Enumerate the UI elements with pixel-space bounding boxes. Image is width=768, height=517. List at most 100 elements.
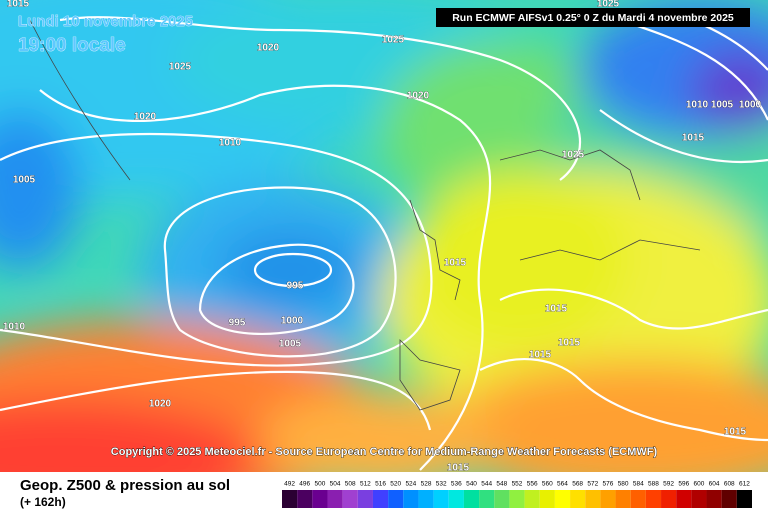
scale-label: 544 — [481, 481, 492, 488]
isobar-label: 1015 — [545, 304, 568, 315]
scale-label: 540 — [466, 481, 477, 488]
scale-cell — [448, 490, 464, 508]
isobar-label: 1020 — [257, 43, 280, 54]
scale-label: 556 — [527, 481, 538, 488]
copyright: Copyright © 2025 Meteociel.fr - Source E… — [111, 446, 658, 458]
isobar-label: 1025 — [562, 150, 585, 161]
isobar-label: 1010 — [3, 322, 26, 333]
scale-cell — [721, 490, 737, 508]
isobar-label: 995 — [229, 318, 246, 329]
scale-label: 592 — [663, 481, 674, 488]
scale-cell — [312, 490, 328, 508]
scale-cell — [494, 490, 510, 508]
scale-cell — [357, 490, 373, 508]
run-box — [436, 8, 750, 27]
scale-cell — [630, 490, 646, 508]
isobar-label: 1000 — [739, 100, 762, 111]
scale-cell — [539, 490, 555, 508]
time: 19:00 locale — [18, 35, 126, 56]
scale-cell — [342, 490, 358, 508]
scale-cell — [676, 490, 692, 508]
scale-label: 536 — [451, 481, 462, 488]
scale-cell — [736, 490, 752, 508]
isobar-label: 1010 — [686, 100, 709, 111]
scale-cell — [372, 490, 389, 508]
scale-label: 496 — [299, 481, 310, 488]
scale-label: 492 — [284, 481, 295, 488]
footer-title: Geop. Z500 & pression au sol — [20, 477, 230, 494]
isobar-label: 1020 — [134, 112, 157, 123]
run-info: Run ECMWF AIFSv1 0.25° 0 Z du Mardi 4 no… — [452, 12, 734, 24]
scale-label: 504 — [330, 481, 341, 488]
color-scale: 492 496 500 504 508 512 516 520 524 528 532 536 540 5… — [282, 481, 752, 508]
isobar-label: 1015 — [7, 0, 30, 10]
footer-lead: (+ 162h) — [20, 495, 66, 509]
scale-cell — [645, 490, 662, 508]
scale-cell — [509, 490, 525, 508]
isobar-label: 1005 — [279, 339, 302, 350]
scale-cell — [691, 490, 707, 508]
scale-cell — [388, 490, 404, 508]
scale-label: 596 — [678, 481, 689, 488]
isobar-label: 1005 — [13, 175, 36, 186]
scale-label: 524 — [405, 481, 416, 488]
isobar-label: 1015 — [529, 350, 552, 361]
scale-cell — [433, 490, 449, 508]
scale-label: 560 — [542, 481, 553, 488]
scale-cell — [463, 490, 480, 508]
scale-label: 576 — [603, 481, 614, 488]
scale-cell — [585, 490, 601, 508]
scale-label: 532 — [436, 481, 447, 488]
isobar-label: 1020 — [149, 399, 172, 410]
isobar-label: 1005 — [711, 100, 734, 111]
scale-label: 552 — [512, 481, 523, 488]
isobar-label: 1015 — [558, 338, 581, 349]
scale-label: 608 — [724, 481, 735, 488]
scale-label: 568 — [572, 481, 583, 488]
scale-cell — [570, 490, 586, 508]
isobar-label: 1015 — [447, 463, 470, 474]
scale-label: 564 — [557, 481, 568, 488]
scale-label: 572 — [587, 481, 598, 488]
scale-label: 548 — [496, 481, 507, 488]
coastlines — [29, 19, 701, 411]
scale-cell — [600, 490, 616, 508]
scale-label: 588 — [648, 481, 659, 488]
scale-label: 520 — [390, 481, 401, 488]
scale-label: 580 — [618, 481, 629, 488]
scale-label: 584 — [633, 481, 644, 488]
scale-cell — [661, 490, 677, 508]
scale-label: 516 — [375, 481, 386, 488]
scale-label: 512 — [360, 481, 371, 488]
scale-cell — [524, 490, 540, 508]
date: Lundi 10 novembre 2025 — [18, 13, 193, 30]
isobar-label: 1015 — [724, 427, 747, 438]
isobar-label: 1025 — [382, 35, 405, 46]
scale-label: 528 — [421, 481, 432, 488]
scale-label: 600 — [694, 481, 705, 488]
scale-cell — [403, 490, 419, 508]
scale-cell — [554, 490, 571, 508]
isobar-label: 1000 — [281, 316, 304, 327]
scale-cell — [479, 490, 495, 508]
isobar-label: 1025 — [597, 0, 620, 10]
scale-cell — [706, 490, 722, 508]
isobar-label: 1020 — [407, 91, 430, 102]
isobar-labels: 1015102010251025102010201010100510251010… — [3, 0, 762, 474]
scale-cell — [297, 490, 313, 508]
scale-label: 604 — [709, 481, 720, 488]
scale-cell — [615, 490, 631, 508]
scale-cell — [327, 490, 343, 508]
isobar-label: 1010 — [219, 138, 242, 149]
scale-cell — [418, 490, 434, 508]
isobar-label: 995 — [287, 281, 304, 292]
scale-cell — [282, 490, 298, 508]
isobar-label: 1015 — [682, 133, 705, 144]
scale-label: 500 — [314, 481, 325, 488]
isobar-label: 1025 — [169, 62, 192, 73]
scale-label: 612 — [739, 481, 750, 488]
isobars — [0, 8, 768, 471]
scale-label: 508 — [345, 481, 356, 488]
